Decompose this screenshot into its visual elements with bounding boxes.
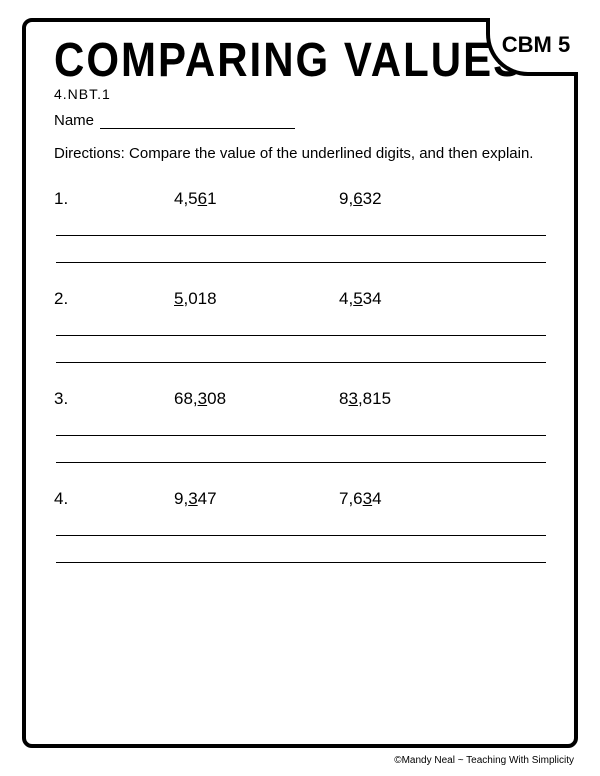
problem-row: 4. 9,347 7,634 (54, 489, 546, 509)
problem-row: 2. 5,018 4,534 (54, 289, 546, 309)
standard-code: 4.NBT.1 (54, 86, 546, 102)
answer-line[interactable] (56, 335, 546, 336)
answer-line[interactable] (56, 435, 546, 436)
problem-value-2: 83,815 (339, 389, 489, 409)
problem-row: 3. 68,308 83,815 (54, 389, 546, 409)
page-title: COMPARING VALUES (54, 32, 523, 87)
answer-line[interactable] (56, 462, 546, 463)
problems-list: 1. 4,561 9,632 2. 5,018 4,534 3. 68,308 … (54, 189, 546, 563)
header: COMPARING VALUES CBM 5 (54, 32, 546, 84)
problem-value-2: 9,632 (339, 189, 489, 209)
answer-line[interactable] (56, 235, 546, 236)
problem-value-1: 68,308 (174, 389, 339, 409)
problem: 2. 5,018 4,534 (54, 289, 546, 363)
copyright-footer: ©Mandy Neal ~ Teaching With Simplicity (394, 755, 574, 766)
problem-value-2: 4,534 (339, 289, 489, 309)
problem-value-2: 7,634 (339, 489, 489, 509)
problem-number: 4. (54, 489, 174, 509)
problem-number: 1. (54, 189, 174, 209)
problem: 1. 4,561 9,632 (54, 189, 546, 263)
problem-value-1: 4,561 (174, 189, 339, 209)
problem: 3. 68,308 83,815 (54, 389, 546, 463)
problem-number: 3. (54, 389, 174, 409)
problem-value-1: 9,347 (174, 489, 339, 509)
worksheet-page: COMPARING VALUES CBM 5 4.NBT.1 Name Dire… (22, 18, 578, 748)
answer-line[interactable] (56, 362, 546, 363)
problem: 4. 9,347 7,634 (54, 489, 546, 563)
answer-line[interactable] (56, 562, 546, 563)
name-input-line[interactable] (100, 114, 295, 129)
answer-line[interactable] (56, 535, 546, 536)
name-row: Name (54, 112, 546, 129)
problem-value-1: 5,018 (174, 289, 339, 309)
answer-line[interactable] (56, 262, 546, 263)
name-label: Name (54, 112, 94, 129)
problem-number: 2. (54, 289, 174, 309)
problem-row: 1. 4,561 9,632 (54, 189, 546, 209)
directions-text: Directions: Compare the value of the und… (54, 143, 546, 165)
